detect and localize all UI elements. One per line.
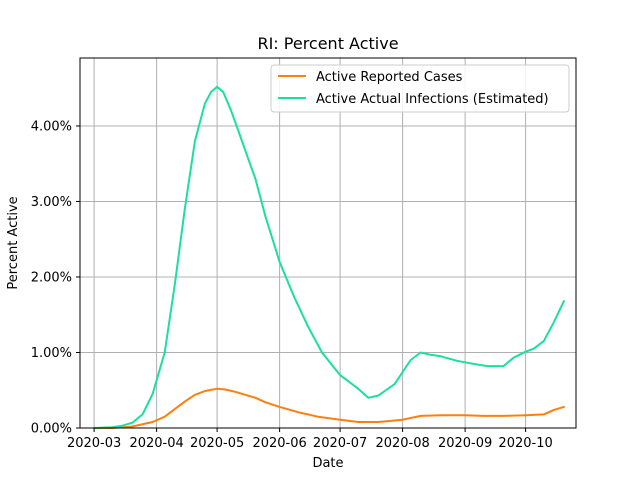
x-tick-label: 2020-03 — [67, 436, 121, 451]
x-tick-label: 2020-04 — [129, 436, 183, 451]
legend: Active Reported Cases Active Actual Infe… — [270, 64, 570, 113]
axis-ticks: 2020-03 2020-04 2020-05 2020-06 2020-07 2020-… — [31, 119, 553, 451]
legend-label-estimated: Active Actual Infections (Estimated) — [316, 92, 549, 107]
y-axis-title: Percent Active — [6, 196, 21, 289]
y-tick-label: 3.00% — [31, 195, 72, 210]
x-tick-label: 2020-07 — [313, 436, 367, 451]
x-tick-label: 2020-05 — [190, 436, 244, 451]
x-axis-title: Date — [312, 456, 343, 471]
y-tick-label: 2.00% — [31, 270, 72, 285]
legend-label-reported: Active Reported Cases — [316, 70, 463, 85]
y-tick-label: 1.00% — [31, 346, 72, 361]
legend-box — [270, 64, 570, 113]
y-tick-label: 4.00% — [31, 119, 72, 134]
series-line-estimated-infections — [93, 85, 565, 429]
x-tick-label: 2020-06 — [252, 436, 306, 451]
x-tick-label: 2020-09 — [438, 436, 492, 451]
y-tick-label: 0.00% — [31, 422, 72, 437]
plot-area-frame — [79, 57, 577, 429]
series-line-reported-cases — [93, 387, 565, 429]
chart-title: RI: Percent Active — [257, 34, 398, 53]
x-tick-label: 2020-08 — [375, 436, 429, 451]
x-tick-label: 2020-10 — [498, 436, 552, 451]
series-layer — [93, 85, 565, 429]
